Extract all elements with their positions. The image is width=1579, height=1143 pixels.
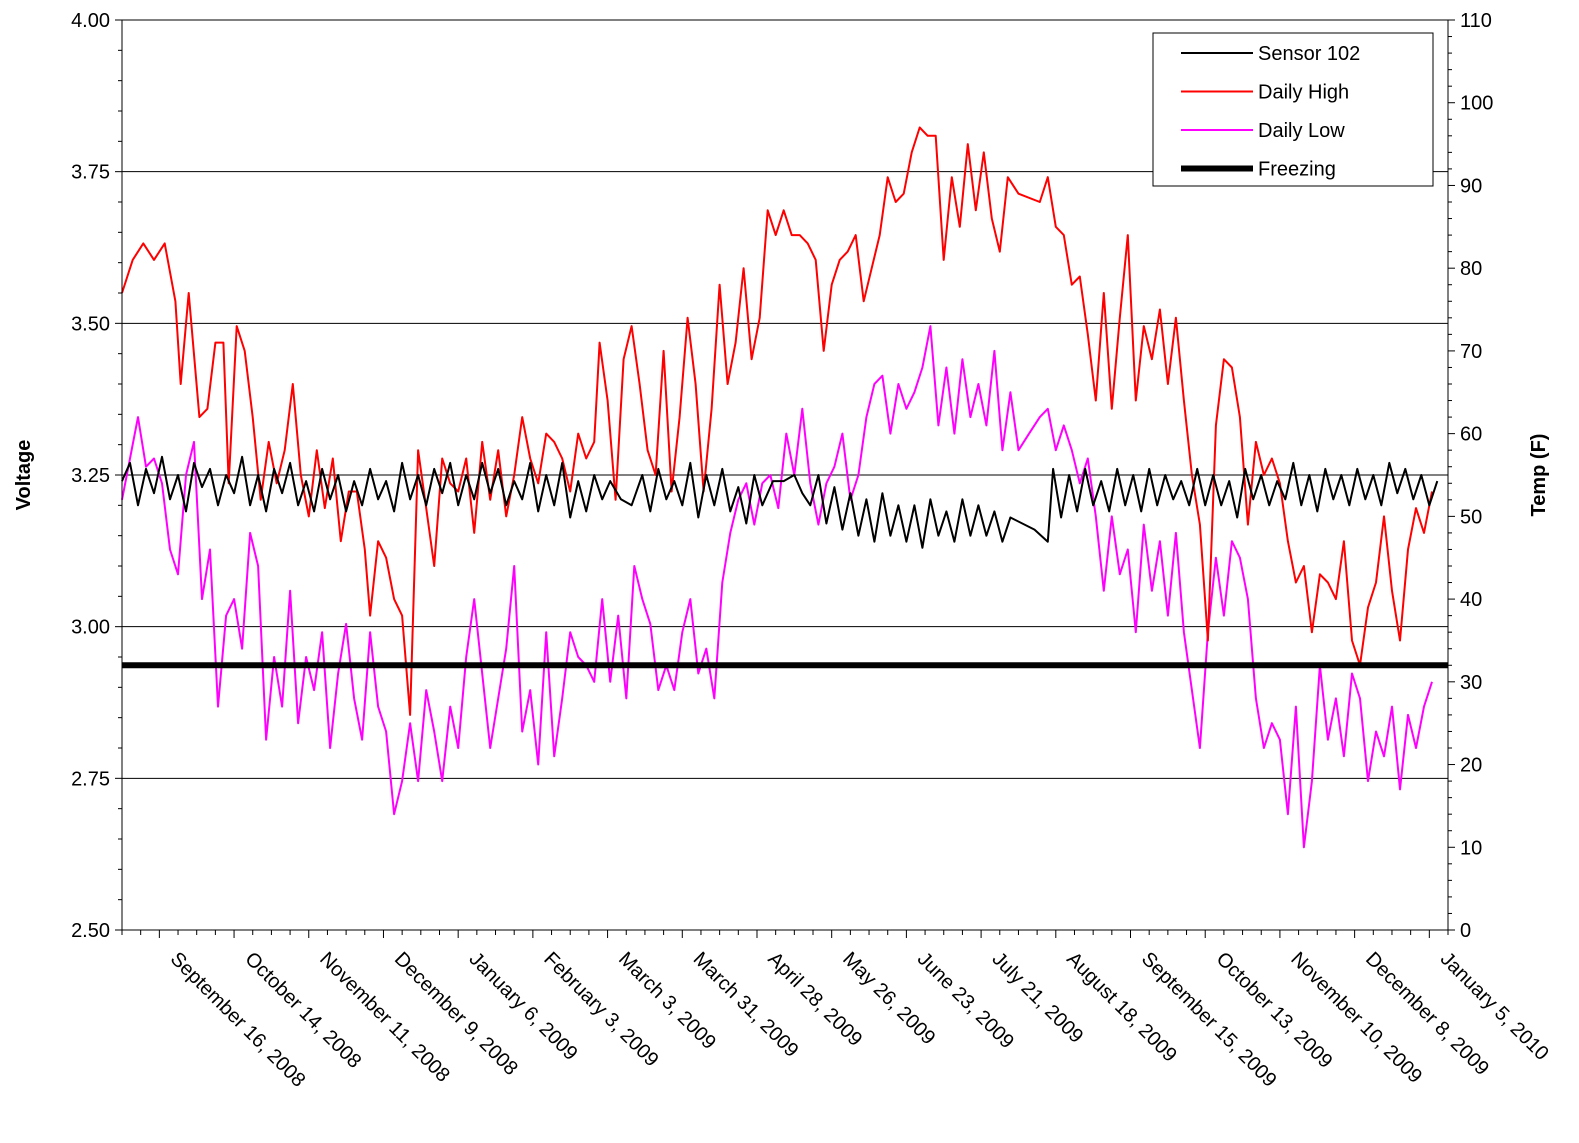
left-tick-label: 3.25: [71, 465, 110, 487]
right-tick-label: 80: [1460, 258, 1482, 280]
left-tick-label: 2.50: [71, 920, 110, 942]
right-tick-label: 50: [1460, 506, 1482, 528]
right-tick-label: 100: [1460, 93, 1493, 115]
left-tick-label: 4.00: [71, 10, 110, 32]
gridlines: [122, 171, 1448, 779]
right-tick-label: 30: [1460, 672, 1482, 694]
legend-label: Daily Low: [1258, 120, 1345, 142]
right-axis-title: Temp (F): [1528, 434, 1550, 517]
right-tick-label: 20: [1460, 755, 1482, 777]
series-lines: [121, 126, 1448, 849]
left-tick-label: 3.50: [71, 313, 110, 335]
left-tick-label: 3.75: [71, 162, 110, 184]
right-tick-label: 70: [1460, 341, 1482, 363]
right-tick-label: 10: [1460, 837, 1482, 859]
right-tick-label: 60: [1460, 424, 1482, 446]
legend-label: Daily High: [1258, 82, 1349, 104]
legend: Sensor 102 Daily High Daily Low Freezing: [1152, 32, 1434, 187]
left-axis-title: Voltage: [13, 440, 35, 511]
right-tick-label: 110: [1460, 10, 1492, 32]
series-line-sensor-102: [121, 455, 1439, 549]
legend-label: Sensor 102: [1258, 43, 1360, 65]
left-tick-label: 2.75: [71, 768, 110, 790]
right-tick-label: 90: [1460, 175, 1482, 197]
legend-box: [1152, 32, 1434, 187]
right-tick-label: 0: [1460, 920, 1471, 942]
series-line-daily-high: [121, 126, 1433, 716]
left-tick-label: 3.00: [71, 617, 110, 639]
legend-label: Freezing: [1258, 159, 1336, 181]
right-tick-label: 40: [1460, 589, 1482, 611]
